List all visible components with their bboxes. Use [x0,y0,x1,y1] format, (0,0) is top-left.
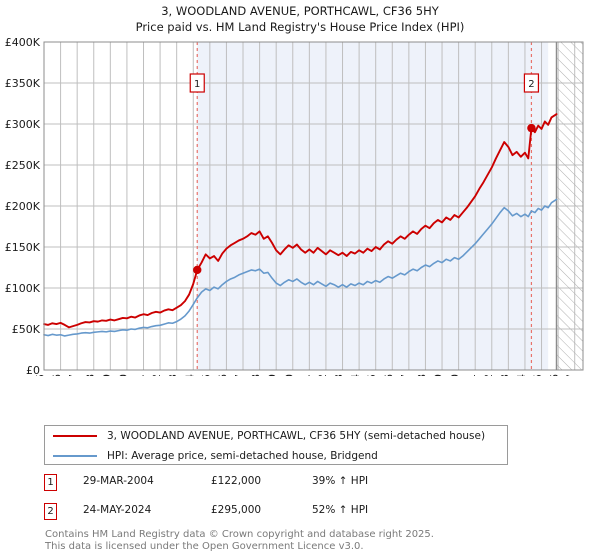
transaction-delta-1: 39% ↑ HPI [312,475,369,487]
svg-text:£200K: £200K [5,200,41,213]
legend-label-price-paid: 3, WOODLAND AVENUE, PORTHCAWL, CF36 5HY … [107,430,486,442]
svg-text:2026: 2026 [548,374,561,376]
svg-text:2010: 2010 [283,374,296,376]
transaction-row-2: 2 24-MAY-2024 £295,000 52% ↑ HPI [44,503,584,521]
transaction-dots [193,123,536,275]
svg-text:£50K: £50K [12,323,41,336]
svg-text:2008: 2008 [250,374,263,376]
title-address: 3, WOODLAND AVENUE, PORTHCAWL, CF36 5HY [161,4,439,18]
footer-line-1: Contains HM Land Registry data © Crown c… [45,529,434,540]
svg-text:2012: 2012 [316,374,329,376]
y-axis-labels: £0 £50K £100K £150K £200K £250K £300K £350K £400… [5,36,41,376]
svg-text:1998: 1998 [84,374,97,376]
transaction-badge-1: 1 [44,474,57,491]
svg-text:2018: 2018 [415,374,428,376]
legend-label-hpi: HPI: Average price, semi-detached house,… [107,450,378,462]
svg-text:2020: 2020 [449,374,462,376]
svg-text:1995: 1995 [34,374,47,376]
footer-line-2: This data is licensed under the Open Gov… [45,540,364,552]
svg-text:2013: 2013 [333,374,346,376]
svg-text:1997: 1997 [67,374,80,376]
legend-swatch-price-paid [53,435,97,437]
svg-text:£100K: £100K [5,282,41,295]
svg-text:2004: 2004 [183,374,196,376]
legend-item-price-paid: 3, WOODLAND AVENUE, PORTHCAWL, CF36 5HY … [45,426,507,446]
svg-text:2027: 2027 [565,374,578,376]
transaction-date-2: 24-MAY-2024 [83,504,152,516]
legend-item-hpi: HPI: Average price, semi-detached house,… [45,446,507,466]
svg-text:2015: 2015 [366,374,379,376]
svg-text:2023: 2023 [498,374,511,376]
svg-text:2022: 2022 [482,374,495,376]
transaction-date-1: 29-MAR-2004 [83,475,154,487]
svg-text:1: 1 [194,79,200,90]
svg-text:2000: 2000 [117,374,130,376]
svg-text:2021: 2021 [465,374,478,376]
page-title: 3, WOODLAND AVENUE, PORTHCAWL, CF36 5HY … [0,3,600,35]
chart-area: £0 £50K £100K £150K £200K £250K £300K £350K £400… [0,36,600,376]
svg-text:2011: 2011 [299,374,312,376]
svg-text:2001: 2001 [134,374,147,376]
svg-text:£0: £0 [26,364,40,376]
svg-text:2: 2 [528,79,534,90]
svg-text:2016: 2016 [382,374,395,376]
svg-text:2025: 2025 [532,374,545,376]
svg-text:£400K: £400K [5,36,41,49]
axes [43,41,584,371]
data-series [43,113,558,337]
svg-text:£150K: £150K [5,241,41,254]
x-axis-labels: 1995 19961997 19981999 2000 20012002 20032004… [34,374,578,376]
legend-swatch-hpi [53,455,97,457]
chart-legend: 3, WOODLAND AVENUE, PORTHCAWL, CF36 5HY … [44,425,508,465]
transaction-marker-lines [196,42,533,370]
transaction-price-1: £122,000 [211,475,262,487]
svg-text:1999: 1999 [100,374,113,376]
svg-text:2024: 2024 [515,374,528,376]
transaction-row-1: 1 29-MAR-2004 £122,000 39% ↑ HPI [44,474,584,492]
title-subtitle: Price paid vs. HM Land Registry's House … [135,20,465,34]
svg-text:£250K: £250K [5,159,41,172]
svg-text:2014: 2014 [349,374,362,376]
svg-text:1996: 1996 [51,374,64,376]
transaction-delta-2: 52% ↑ HPI [312,504,369,516]
transaction-badge-2: 2 [44,503,57,520]
future-hatch-region [555,42,583,370]
svg-text:2006: 2006 [216,374,229,376]
svg-text:£350K: £350K [5,77,41,90]
svg-text:2003: 2003 [167,374,180,376]
chart-svg: £0 £50K £100K £150K £200K £250K £300K £350K £400… [5,36,584,376]
svg-text:2017: 2017 [399,374,412,376]
svg-text:2019: 2019 [432,374,445,376]
transaction-price-2: £295,000 [211,504,262,516]
footer-licence: Contains HM Land Registry data © Crown c… [45,529,585,552]
svg-text:2007: 2007 [233,374,246,376]
svg-text:£300K: £300K [5,118,41,131]
svg-text:2002: 2002 [150,374,163,376]
svg-text:2005: 2005 [200,374,213,376]
svg-text:2009: 2009 [266,374,279,376]
